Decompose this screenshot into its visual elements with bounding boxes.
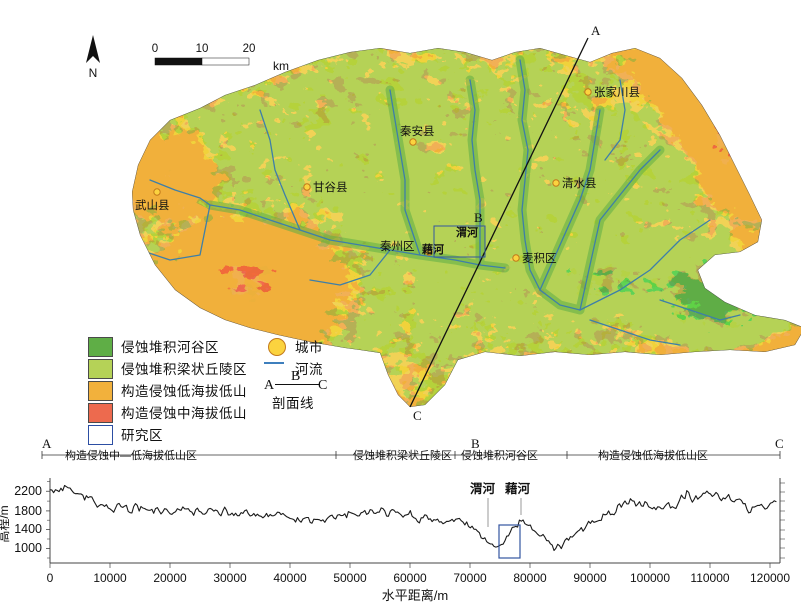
svg-text:90000: 90000	[573, 571, 607, 585]
svg-text:水平距离/m: 水平距离/m	[382, 588, 448, 603]
svg-text:藉河: 藉河	[504, 481, 531, 496]
svg-text:C: C	[775, 436, 784, 451]
svg-text:40000: 40000	[273, 571, 307, 585]
svg-text:110000: 110000	[690, 571, 729, 585]
svg-text:50000: 50000	[333, 571, 367, 585]
svg-text:1800: 1800	[14, 504, 42, 518]
svg-text:120000: 120000	[750, 571, 790, 585]
svg-text:B: B	[471, 436, 480, 451]
svg-text:构造侵蚀低海拔低山区: 构造侵蚀低海拔低山区	[598, 448, 708, 462]
svg-text:1400: 1400	[14, 522, 42, 536]
svg-text:30000: 30000	[213, 571, 247, 585]
svg-text:80000: 80000	[513, 571, 547, 585]
svg-text:2200: 2200	[14, 484, 42, 498]
svg-text:1000: 1000	[14, 541, 42, 555]
svg-text:侵蚀堆积梁状丘陵区: 侵蚀堆积梁状丘陵区	[353, 448, 452, 462]
svg-text:60000: 60000	[393, 571, 427, 585]
svg-text:20000: 20000	[153, 571, 187, 585]
svg-text:侵蚀堆积河谷区: 侵蚀堆积河谷区	[461, 448, 538, 462]
svg-text:构造侵蚀中—低海拔低山区: 构造侵蚀中—低海拔低山区	[65, 448, 197, 462]
svg-text:70000: 70000	[453, 571, 487, 585]
svg-text:A: A	[42, 436, 52, 451]
svg-text:0: 0	[47, 571, 54, 585]
svg-text:10000: 10000	[93, 571, 127, 585]
svg-text:高程/m: 高程/m	[0, 505, 11, 542]
svg-text:100000: 100000	[630, 571, 670, 585]
svg-text:渭河: 渭河	[470, 481, 496, 496]
